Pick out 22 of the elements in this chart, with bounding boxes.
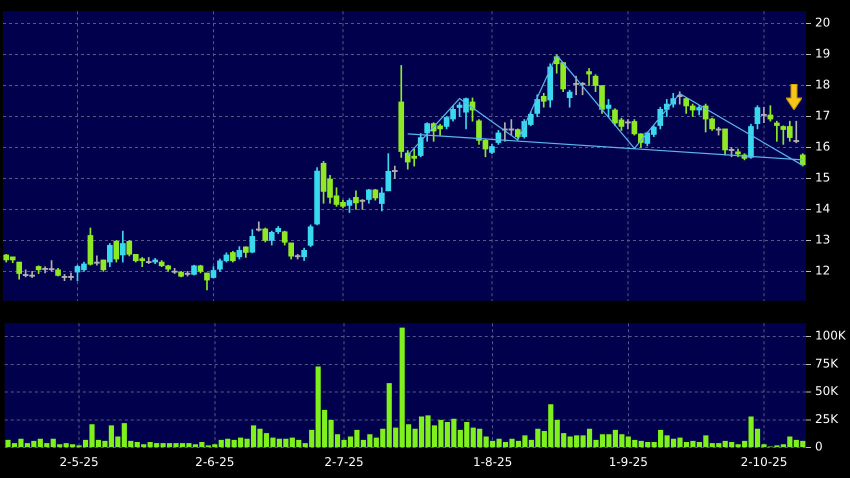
x-tick-label: 2-6-25 (195, 454, 234, 469)
y-tick-label: 16 (815, 140, 830, 154)
y-tick-label: 12 (815, 264, 830, 278)
x-tick-label: 1-8-25 (473, 454, 512, 469)
y-tick-label: 20 (815, 16, 830, 30)
y-tick-label: 100K (815, 328, 847, 343)
candlestick (586, 68, 592, 86)
y-tick-label: 25K (815, 412, 840, 426)
y-tick-label: 13 (815, 232, 830, 247)
candlestick (716, 127, 722, 136)
x-tick-label: 2-7-25 (324, 454, 364, 469)
y-tick-label: 14 (815, 202, 830, 216)
y-tick-label: 50K (815, 384, 840, 398)
y-tick-label: 18 (815, 78, 830, 92)
x-tick-label: 2-5-25 (59, 454, 99, 469)
y-tick-label: 0 (815, 440, 823, 454)
y-tick-label: 17 (815, 108, 830, 123)
y-tick-label: 75K (815, 356, 840, 370)
x-tick-label: 2-10-25 (740, 454, 788, 469)
x-tick-label: 1-9-25 (608, 454, 648, 469)
y-tick-label: 15 (815, 170, 830, 185)
y-tick-label: 19 (815, 46, 830, 61)
